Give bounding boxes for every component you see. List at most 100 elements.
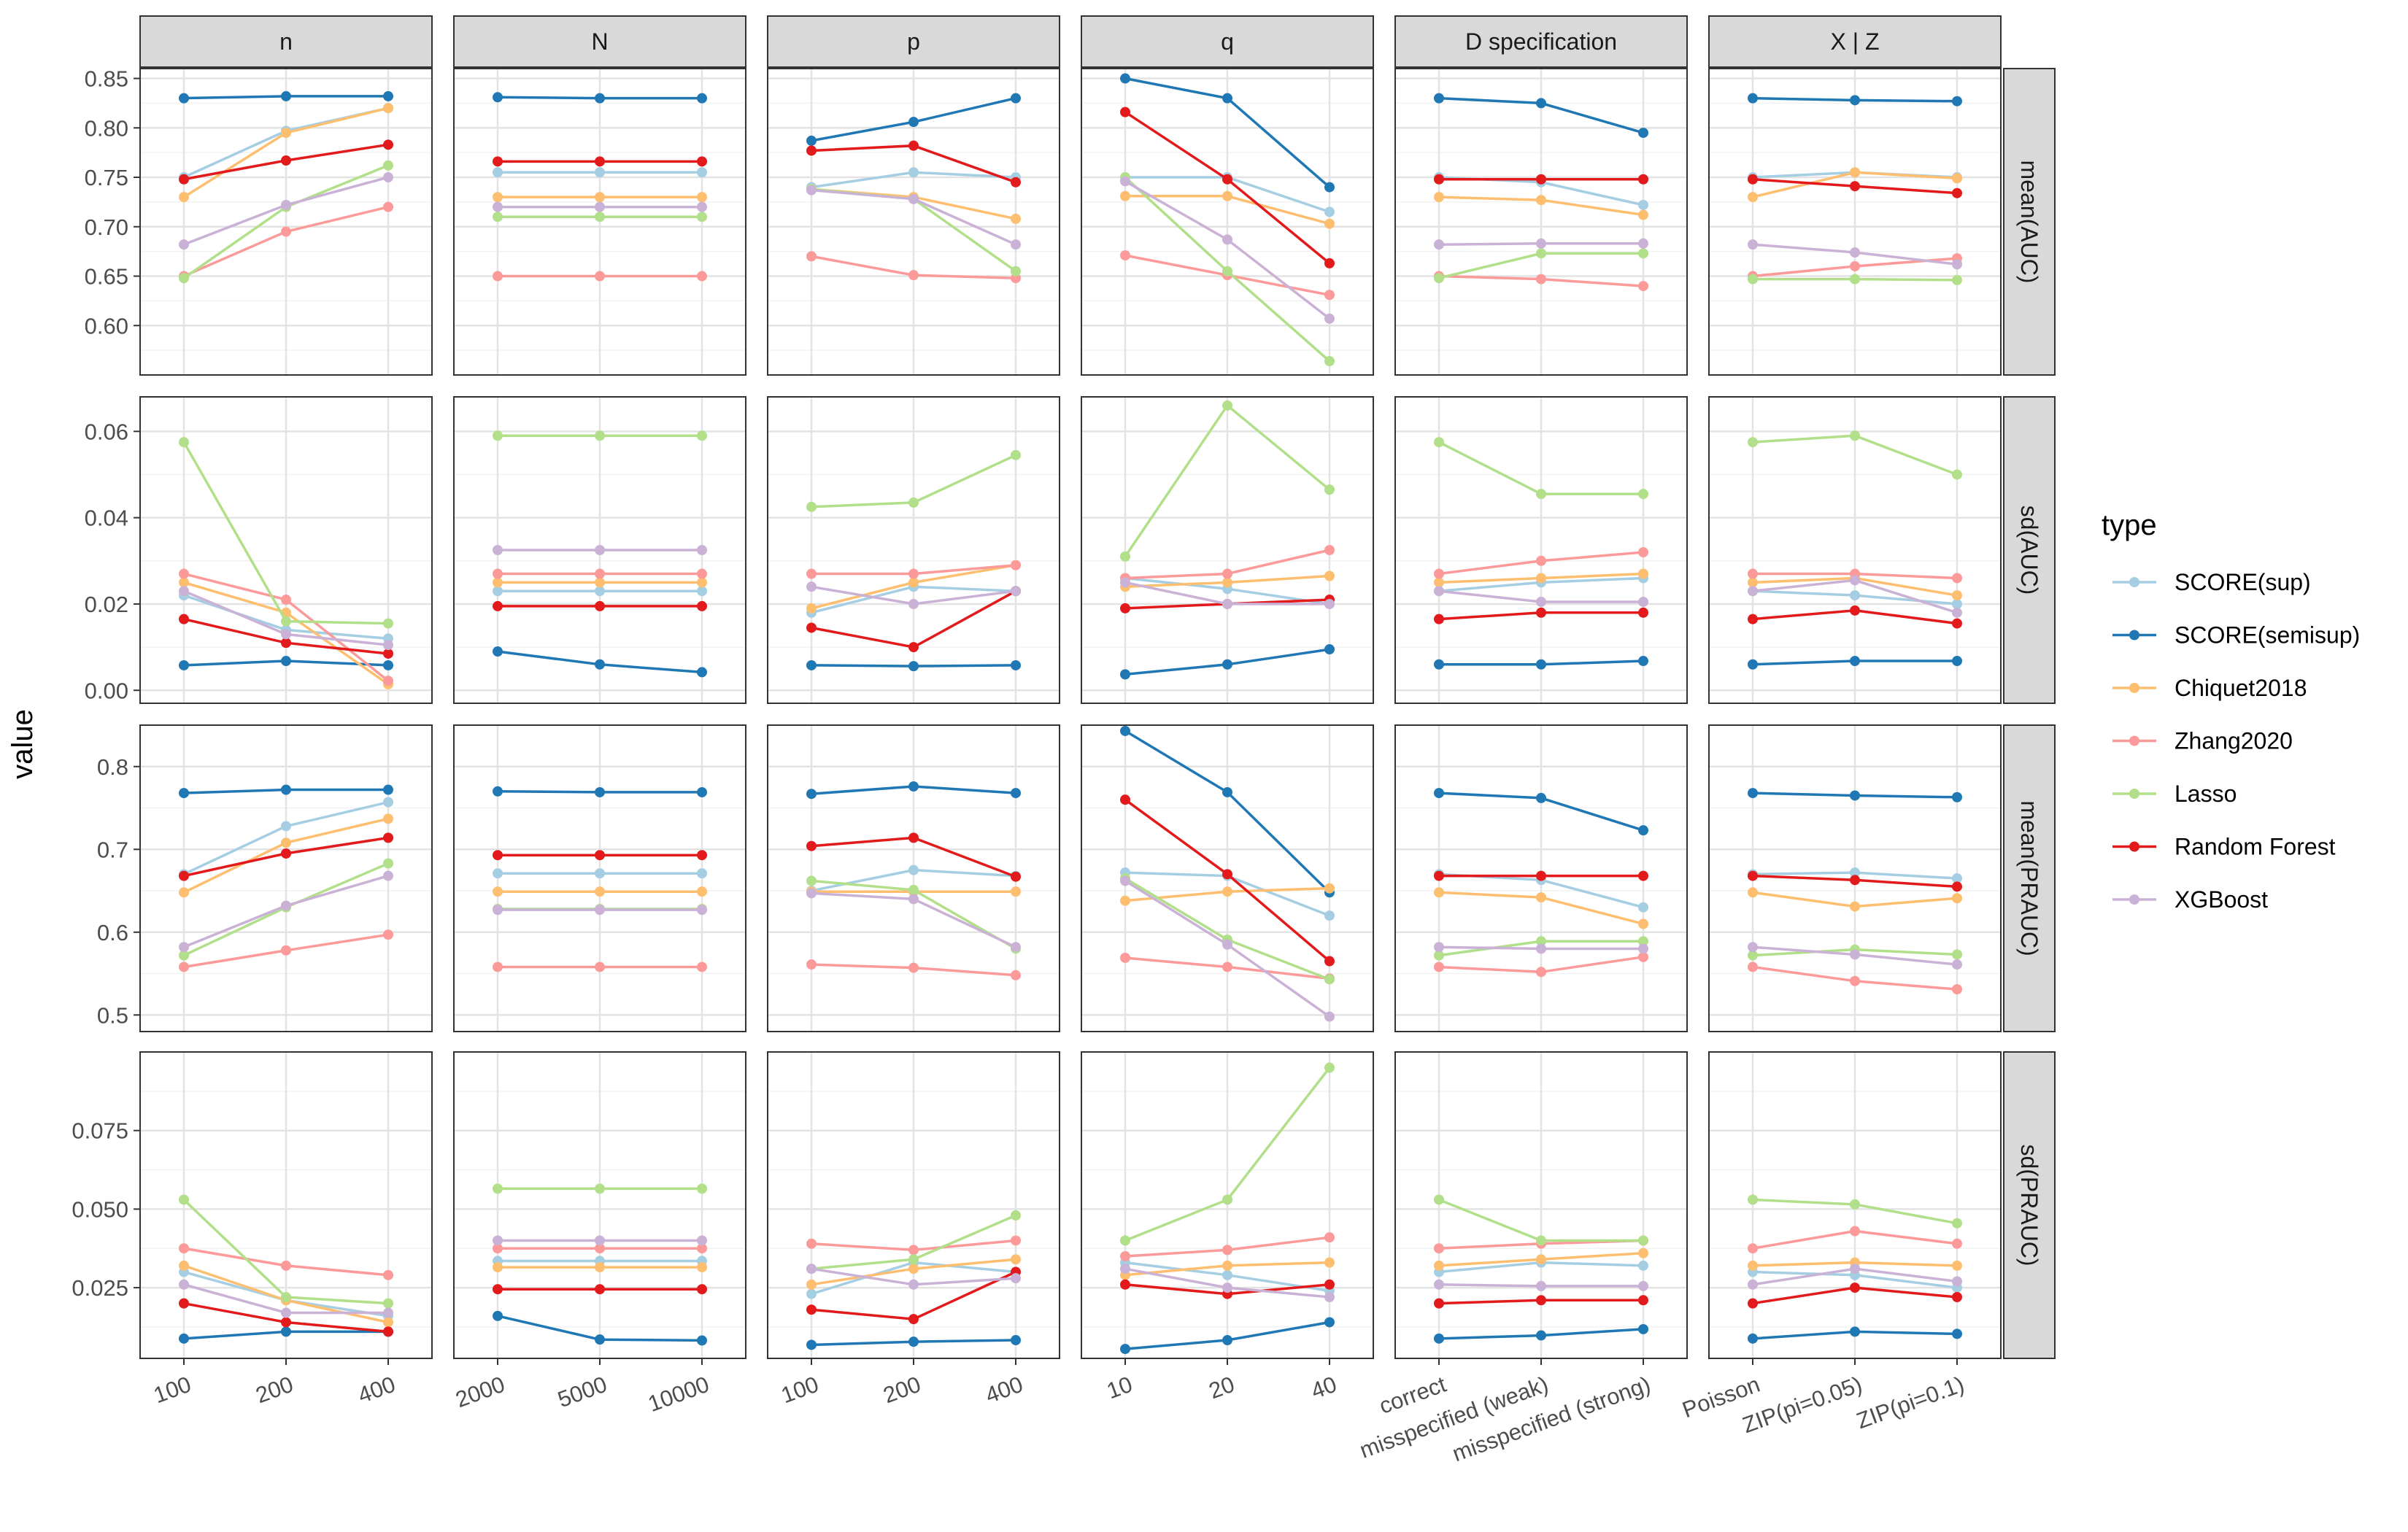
data-point — [179, 568, 189, 579]
data-point — [179, 788, 189, 799]
data-point — [1324, 883, 1335, 894]
column-strip-background — [1081, 15, 1374, 68]
x-tick-label: 100 — [778, 1372, 822, 1409]
data-point — [1222, 598, 1232, 609]
column-strip-label: p — [907, 28, 920, 55]
data-point — [1536, 555, 1546, 566]
data-point — [383, 1269, 393, 1280]
data-point — [595, 600, 605, 611]
y-tick-label: 0.050 — [72, 1196, 128, 1222]
data-point — [179, 192, 189, 203]
x-tick-label: 200 — [880, 1372, 925, 1409]
data-point — [1434, 887, 1444, 898]
panel-0-0 — [139, 68, 433, 376]
data-point — [493, 167, 503, 178]
data-point — [1952, 618, 1962, 629]
data-point — [179, 1243, 189, 1254]
data-point — [1952, 274, 1962, 285]
data-point — [1536, 248, 1546, 259]
data-point — [493, 886, 503, 897]
data-point — [595, 545, 605, 555]
panel-3-5 — [1708, 1051, 2002, 1359]
data-point — [697, 545, 707, 555]
legend-label: SCORE(semisup) — [2174, 622, 2360, 649]
data-point — [595, 1183, 605, 1194]
data-point — [281, 945, 291, 956]
x-tick-label: 400 — [355, 1372, 399, 1409]
data-point — [493, 92, 503, 103]
data-point — [281, 595, 291, 606]
data-point — [1120, 1279, 1130, 1290]
data-point — [281, 848, 291, 859]
data-point — [383, 1326, 393, 1337]
data-point — [1536, 489, 1546, 500]
panel-1-1 — [453, 396, 746, 704]
data-point — [1222, 266, 1232, 276]
data-point — [697, 868, 707, 879]
data-point — [595, 868, 605, 879]
x-tick-label: 400 — [982, 1372, 1027, 1409]
data-point — [1952, 96, 1962, 107]
panel-2-0 — [139, 724, 433, 1032]
data-point — [179, 950, 189, 961]
data-point — [1222, 568, 1232, 579]
data-point — [1011, 93, 1021, 104]
data-point — [383, 676, 393, 686]
data-point — [1011, 659, 1021, 670]
data-point — [281, 638, 291, 649]
data-point — [697, 167, 707, 178]
data-point — [806, 568, 817, 579]
data-point — [1120, 794, 1130, 805]
data-point — [1011, 266, 1021, 276]
panel-0-5 — [1708, 68, 2002, 376]
data-point — [908, 962, 919, 973]
data-point — [595, 577, 605, 588]
data-point — [281, 837, 291, 848]
panel-border — [1708, 396, 2002, 704]
data-point — [179, 962, 189, 972]
panel-1-5 — [1708, 396, 2002, 704]
data-point — [1638, 936, 1648, 947]
data-point — [1638, 870, 1648, 881]
data-point — [1850, 875, 1860, 886]
data-point — [1952, 949, 1962, 960]
data-point — [179, 93, 189, 104]
data-point — [1011, 177, 1021, 187]
data-point — [1748, 962, 1758, 972]
data-point — [595, 786, 605, 797]
data-point — [1748, 577, 1758, 588]
data-point — [179, 577, 189, 588]
x-tick-label: 200 — [252, 1372, 297, 1409]
column-strip-background — [1708, 15, 2002, 68]
legend-item-3: Zhang2020 — [2112, 728, 2293, 754]
data-point — [1748, 93, 1758, 104]
data-point — [806, 145, 817, 156]
data-point — [908, 598, 919, 609]
data-point — [1638, 1295, 1648, 1306]
data-point — [1850, 790, 1860, 801]
legend-key-point — [2129, 577, 2139, 587]
data-point — [493, 430, 503, 441]
data-point — [595, 156, 605, 167]
data-point — [1952, 469, 1962, 480]
y-tick-label: 0.60 — [85, 313, 128, 338]
data-point — [1748, 274, 1758, 285]
data-point — [1222, 1269, 1232, 1280]
data-point — [1434, 174, 1444, 185]
data-point — [1120, 1251, 1130, 1261]
data-point — [1434, 614, 1444, 624]
data-point — [383, 1298, 393, 1309]
panel-border — [1708, 68, 2002, 376]
y-tick-label: 0.65 — [85, 264, 128, 290]
data-point — [493, 600, 503, 611]
data-point — [493, 1183, 503, 1194]
data-point — [908, 568, 919, 579]
x-tick-label: 5000 — [555, 1372, 611, 1412]
panel-border — [453, 68, 746, 376]
data-point — [1952, 959, 1962, 970]
data-point — [1638, 902, 1648, 913]
data-point — [908, 140, 919, 151]
data-point — [1952, 259, 1962, 270]
data-point — [1536, 1254, 1546, 1265]
data-point — [1536, 573, 1546, 584]
